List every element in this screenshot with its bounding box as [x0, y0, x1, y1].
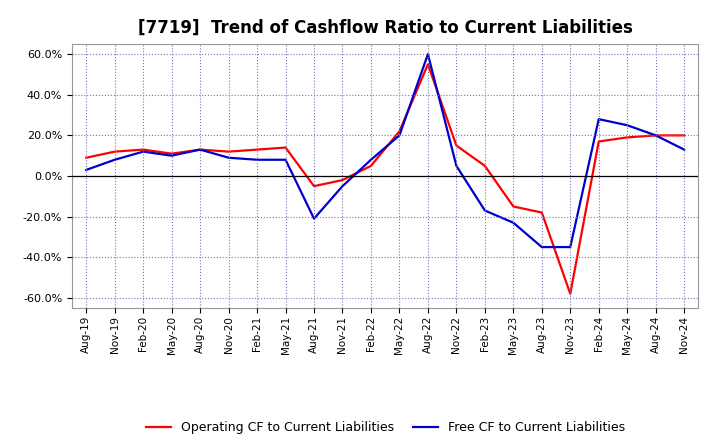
Free CF to Current Liabilities: [366, 157, 375, 162]
Operating CF to Current Liabilities: [310, 183, 318, 189]
Operating CF to Current Liabilities: [423, 62, 432, 67]
Operating CF to Current Liabilities: [253, 147, 261, 152]
Operating CF to Current Liabilities: [366, 163, 375, 169]
Line: Operating CF to Current Liabilities: Operating CF to Current Liabilities: [86, 64, 684, 294]
Operating CF to Current Liabilities: [509, 204, 518, 209]
Operating CF to Current Liabilities: [167, 151, 176, 156]
Free CF to Current Liabilities: [509, 220, 518, 225]
Free CF to Current Liabilities: [196, 147, 204, 152]
Free CF to Current Liabilities: [167, 153, 176, 158]
Free CF to Current Liabilities: [680, 147, 688, 152]
Title: [7719]  Trend of Cashflow Ratio to Current Liabilities: [7719] Trend of Cashflow Ratio to Curren…: [138, 19, 633, 37]
Operating CF to Current Liabilities: [623, 135, 631, 140]
Operating CF to Current Liabilities: [566, 291, 575, 297]
Free CF to Current Liabilities: [253, 157, 261, 162]
Operating CF to Current Liabilities: [595, 139, 603, 144]
Free CF to Current Liabilities: [139, 149, 148, 154]
Operating CF to Current Liabilities: [110, 149, 119, 154]
Free CF to Current Liabilities: [395, 133, 404, 138]
Operating CF to Current Liabilities: [139, 147, 148, 152]
Operating CF to Current Liabilities: [196, 147, 204, 152]
Operating CF to Current Liabilities: [282, 145, 290, 150]
Free CF to Current Liabilities: [282, 157, 290, 162]
Free CF to Current Liabilities: [537, 245, 546, 250]
Free CF to Current Liabilities: [652, 133, 660, 138]
Operating CF to Current Liabilities: [537, 210, 546, 215]
Free CF to Current Liabilities: [110, 157, 119, 162]
Free CF to Current Liabilities: [566, 245, 575, 250]
Operating CF to Current Liabilities: [82, 155, 91, 160]
Operating CF to Current Liabilities: [338, 177, 347, 183]
Free CF to Current Liabilities: [310, 216, 318, 221]
Operating CF to Current Liabilities: [395, 128, 404, 134]
Operating CF to Current Liabilities: [680, 133, 688, 138]
Free CF to Current Liabilities: [480, 208, 489, 213]
Operating CF to Current Liabilities: [225, 149, 233, 154]
Free CF to Current Liabilities: [82, 167, 91, 172]
Free CF to Current Liabilities: [338, 183, 347, 189]
Free CF to Current Liabilities: [423, 51, 432, 57]
Free CF to Current Liabilities: [452, 163, 461, 169]
Operating CF to Current Liabilities: [480, 163, 489, 169]
Free CF to Current Liabilities: [623, 123, 631, 128]
Free CF to Current Liabilities: [225, 155, 233, 160]
Free CF to Current Liabilities: [595, 117, 603, 122]
Operating CF to Current Liabilities: [452, 143, 461, 148]
Legend: Operating CF to Current Liabilities, Free CF to Current Liabilities: Operating CF to Current Liabilities, Fre…: [140, 416, 630, 439]
Operating CF to Current Liabilities: [652, 133, 660, 138]
Line: Free CF to Current Liabilities: Free CF to Current Liabilities: [86, 54, 684, 247]
